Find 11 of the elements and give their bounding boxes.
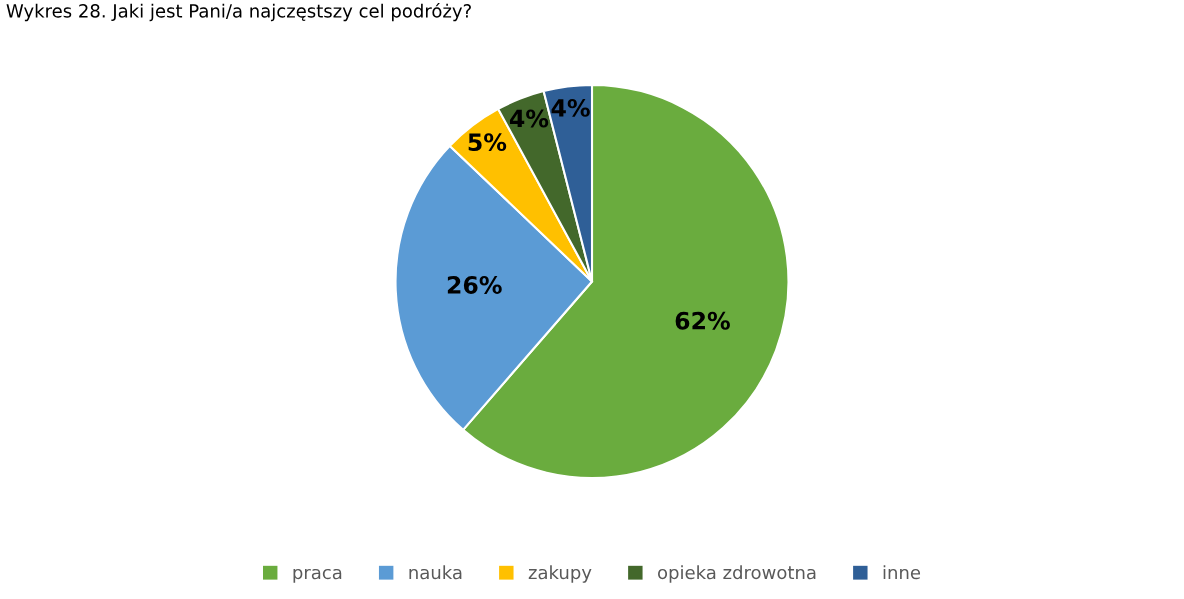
data-label: 4% <box>551 98 590 117</box>
chart-title: Wykres 28. Jaki jest Pani/a najczęstszy cel podróży? <box>6 3 471 22</box>
legend-label: nauka <box>409 565 462 580</box>
data-label: 62% <box>675 311 730 330</box>
data-label: 5% <box>468 133 507 152</box>
legend-label: zakupy <box>528 565 592 583</box>
legend-label: inne <box>883 565 921 580</box>
legend-label: praca <box>293 568 342 583</box>
legend-label: opieka zdrowotna <box>658 565 816 583</box>
data-label: 4% <box>509 109 549 128</box>
data-label: 26% <box>447 276 502 294</box>
